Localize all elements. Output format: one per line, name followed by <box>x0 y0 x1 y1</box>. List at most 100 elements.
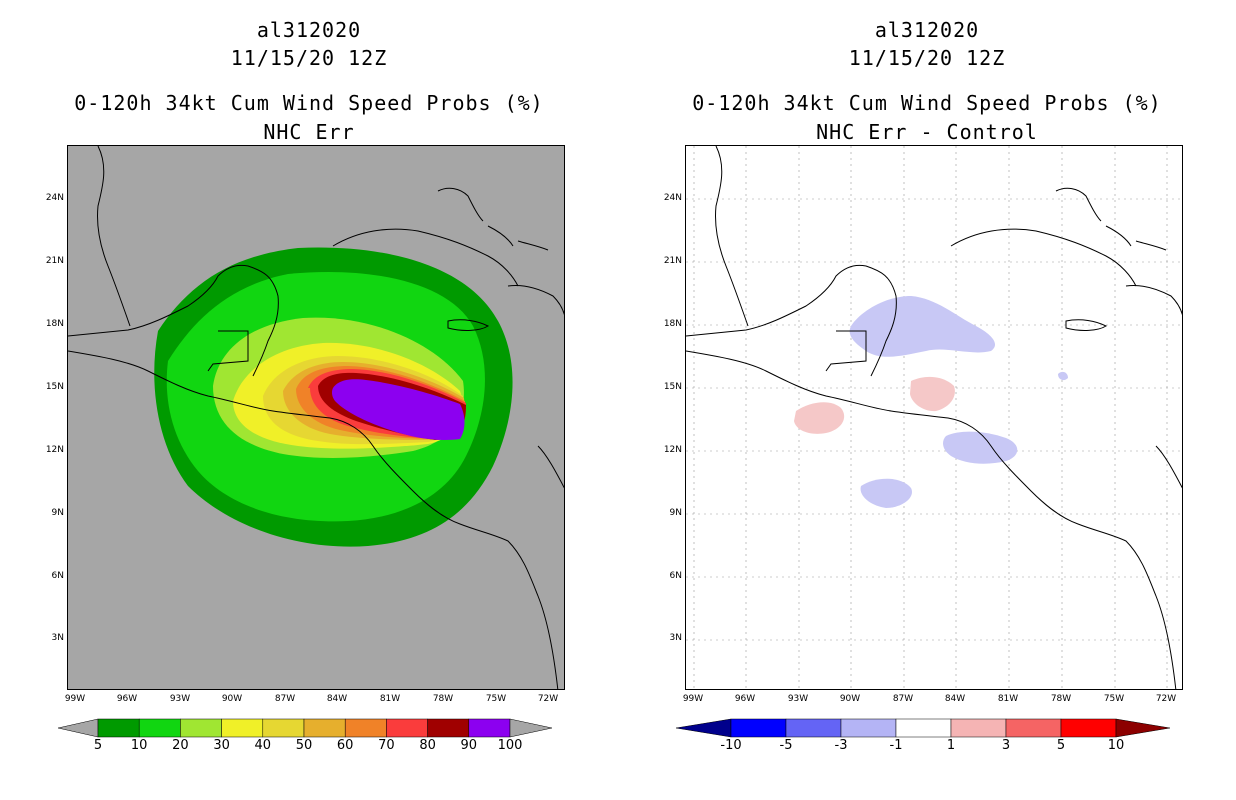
datetime-title: 11/15/20 12Z <box>848 46 1006 70</box>
colorbar-cell <box>97 718 140 738</box>
product-title: 0-120h 34kt Cum Wind Speed Probs (%) <box>74 91 544 115</box>
colorbar-end-high <box>1115 718 1171 738</box>
lat-label: 21N <box>663 256 682 266</box>
difference-contours <box>794 296 1068 508</box>
colorbar-label: 80 <box>419 738 436 753</box>
lat-label: 6N <box>51 571 64 581</box>
lon-label: 75W <box>485 694 507 704</box>
lat-label: 9N <box>669 508 682 518</box>
colorbar-cell <box>1060 718 1117 738</box>
colorbar-label: 70 <box>378 738 395 753</box>
lat-label: 6N <box>669 571 682 581</box>
colorbar-end-low <box>676 718 732 738</box>
model-title: NHC Err <box>263 120 355 144</box>
panel-nhc-err: al312020 11/15/20 12Z 0-120h 34kt Cum Wi… <box>45 18 565 753</box>
coastlines <box>68 146 564 689</box>
colorbar-label: 60 <box>336 738 354 753</box>
colorbar <box>58 718 553 738</box>
colorbar-cell <box>785 718 842 738</box>
lon-label: 72W <box>537 694 559 704</box>
lon-label: 78W <box>1050 694 1072 704</box>
colorbar-label: 50 <box>295 738 313 753</box>
colorbar-label: 5 <box>1056 738 1066 753</box>
colorbar-label: -10 <box>720 738 742 753</box>
colorbar <box>676 718 1171 738</box>
lon-label: 84W <box>944 694 966 704</box>
lat-label: 18N <box>663 319 682 329</box>
lat-label: 21N <box>45 256 64 266</box>
colorbar-cell <box>303 718 346 738</box>
colorbar-cell <box>840 718 897 738</box>
colorbar-label: -5 <box>779 738 793 753</box>
lat-label: 15N <box>45 382 64 392</box>
lat-label: 15N <box>663 382 682 392</box>
difference-map <box>685 145 1183 690</box>
lon-label: 99W <box>682 694 704 704</box>
colorbar-label: 40 <box>254 738 272 753</box>
colorbar-label: 100 <box>497 738 523 753</box>
storm-id-title: al312020 <box>256 18 362 42</box>
lat-label: 3N <box>669 633 682 643</box>
lon-label: 84W <box>326 694 348 704</box>
map-canvas <box>686 146 1182 689</box>
lon-label: 72W <box>1155 694 1177 704</box>
colorbar-cell <box>221 718 264 738</box>
lon-label: 78W <box>432 694 454 704</box>
colorbar-cell <box>1005 718 1062 738</box>
probability-contours <box>154 247 513 547</box>
lat-label: 12N <box>45 445 64 455</box>
lon-label: 90W <box>221 694 243 704</box>
border <box>207 330 249 372</box>
lat-label: 12N <box>663 445 682 455</box>
lat-label: 24N <box>663 193 682 203</box>
colorbar-cell <box>262 718 305 738</box>
colorbar-label: 10 <box>130 738 148 753</box>
colorbar-cell <box>138 718 181 738</box>
border <box>825 330 867 372</box>
lat-label: 9N <box>51 508 64 518</box>
lon-label: 93W <box>169 694 191 704</box>
storm-id-title: al312020 <box>874 18 980 42</box>
colorbar-cell <box>468 718 511 738</box>
lat-label: 18N <box>45 319 64 329</box>
contour-90 <box>332 379 465 440</box>
lon-label: 99W <box>64 694 86 704</box>
colorbar-end-low <box>58 718 99 738</box>
gridlines <box>686 146 1182 689</box>
colorbar-label: 30 <box>213 738 230 753</box>
colorbar-label: 90 <box>460 738 478 753</box>
colorbar-cell <box>950 718 1007 738</box>
colorbar-cell <box>180 718 222 738</box>
colorbar-label: 1 <box>946 738 956 753</box>
colorbar-cell <box>730 718 787 738</box>
colorbar-label: 10 <box>1107 738 1125 753</box>
datetime-title: 11/15/20 12Z <box>230 46 388 70</box>
map-canvas <box>68 146 564 689</box>
lon-label: 90W <box>839 694 861 704</box>
lon-label: 75W <box>1103 694 1125 704</box>
colorbar-cell <box>427 718 470 738</box>
coastlines <box>686 146 1182 689</box>
lon-label: 93W <box>787 694 809 704</box>
panel-nhc-err-minus-control: al312020 11/15/20 12Z 0-120h 34kt Cum Wi… <box>618 0 1236 800</box>
probability-map <box>67 145 565 690</box>
lon-label: 87W <box>892 694 914 704</box>
colorbar-cell <box>344 718 387 738</box>
lon-label: 96W <box>734 694 756 704</box>
colorbar-cell <box>895 718 952 738</box>
lon-label: 81W <box>997 694 1019 704</box>
colorbar-cell <box>386 718 428 738</box>
colorbar-label: 20 <box>172 738 189 753</box>
lat-label: 3N <box>51 633 64 643</box>
colorbar-label: -1 <box>889 738 903 753</box>
lon-label: 87W <box>274 694 296 704</box>
model-title: NHC Err - Control <box>816 120 1038 144</box>
colorbar-label: 5 <box>93 738 103 753</box>
lat-label: 24N <box>45 193 64 203</box>
colorbar-label: 3 <box>1001 738 1011 753</box>
product-title: 0-120h 34kt Cum Wind Speed Probs (%) <box>692 91 1162 115</box>
colorbar-end-high <box>509 718 553 738</box>
lon-label: 96W <box>116 694 138 704</box>
colorbar-label: -3 <box>834 738 848 753</box>
lon-label: 81W <box>379 694 401 704</box>
